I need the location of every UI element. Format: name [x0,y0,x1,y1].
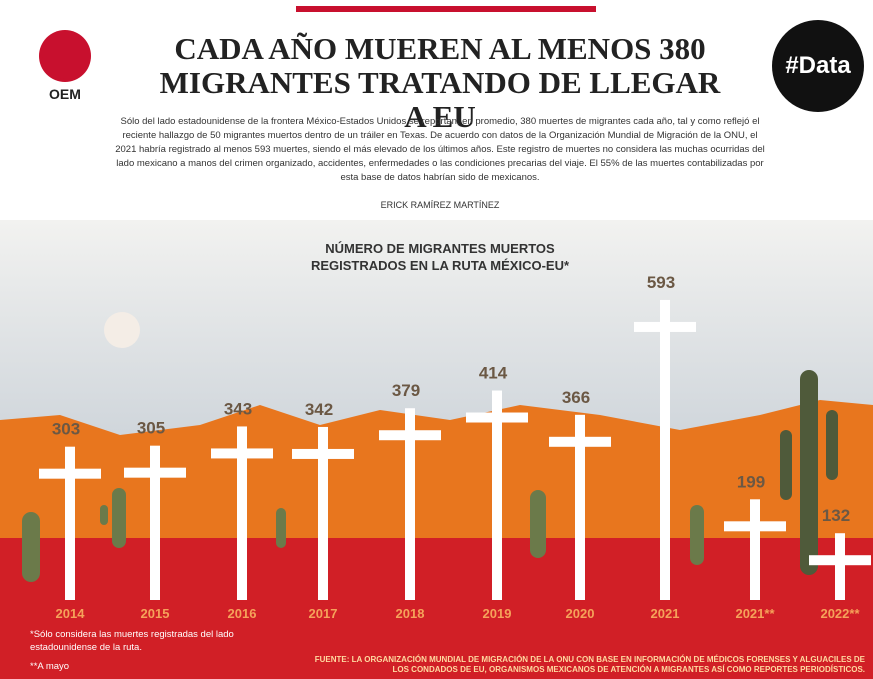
logo-emblem [39,30,91,82]
cross-stem [835,533,845,600]
page: OEM CADA AÑO MUEREN AL MENOS 380 MIGRANT… [0,0,873,679]
x-tick-label: 2021** [735,606,775,621]
cross-arm [634,322,696,332]
cross-arm [39,469,101,479]
cross-arm [809,555,871,565]
x-tick-label: 2014 [56,606,86,621]
x-tick-label: 2021 [651,606,680,621]
cross-arm [211,448,273,458]
x-tick-label: 2016 [228,606,257,621]
value-label: 305 [137,419,165,438]
sun [104,312,140,348]
cross-arm [379,430,441,440]
x-tick-label: 2019 [483,606,512,621]
cross-arm [549,437,611,447]
value-label: 132 [822,506,850,525]
cross-arm [724,521,786,531]
x-tick-label: 2020 [566,606,595,621]
logo: OEM [30,30,100,110]
x-tick-label: 2018 [396,606,425,621]
value-label: 593 [647,273,675,292]
value-label: 379 [392,381,420,400]
value-label: 366 [562,388,590,407]
value-label: 303 [52,420,80,439]
footnotes: *Sólo considera las muertes registradas … [30,628,260,673]
cross-arm [466,413,528,423]
value-label: 342 [305,400,333,419]
badge: #Data [772,20,864,112]
footnote: *Sólo considera las muertes registradas … [30,628,260,654]
top-bar [296,6,596,12]
author: ERICK RAMÍREZ MARTÍNEZ [300,200,580,210]
logo-text: OEM [30,86,100,102]
chart: 303 2014 305 2015 343 2016 342 2017 379 2018 414 20… [0,220,873,679]
cross-arm [292,449,354,459]
value-label: 199 [737,472,765,491]
footnote: **A mayo [30,660,260,673]
x-tick-label: 2022** [820,606,860,621]
value-label: 343 [224,399,252,418]
intro: Sólo del lado estadounidense de la front… [115,115,765,185]
source: FUENTE: LA ORGANIZACIÓN MUNDIAL DE MIGRA… [300,655,865,675]
value-label: 414 [479,364,508,383]
x-tick-label: 2015 [141,606,170,621]
cross-arm [124,468,186,478]
x-tick-label: 2017 [309,606,338,621]
cross-stem [660,300,670,600]
cross-stem [750,499,760,600]
chart-title: NÚMERO DE MIGRANTES MUERTOS REGISTRADOS … [300,240,580,274]
